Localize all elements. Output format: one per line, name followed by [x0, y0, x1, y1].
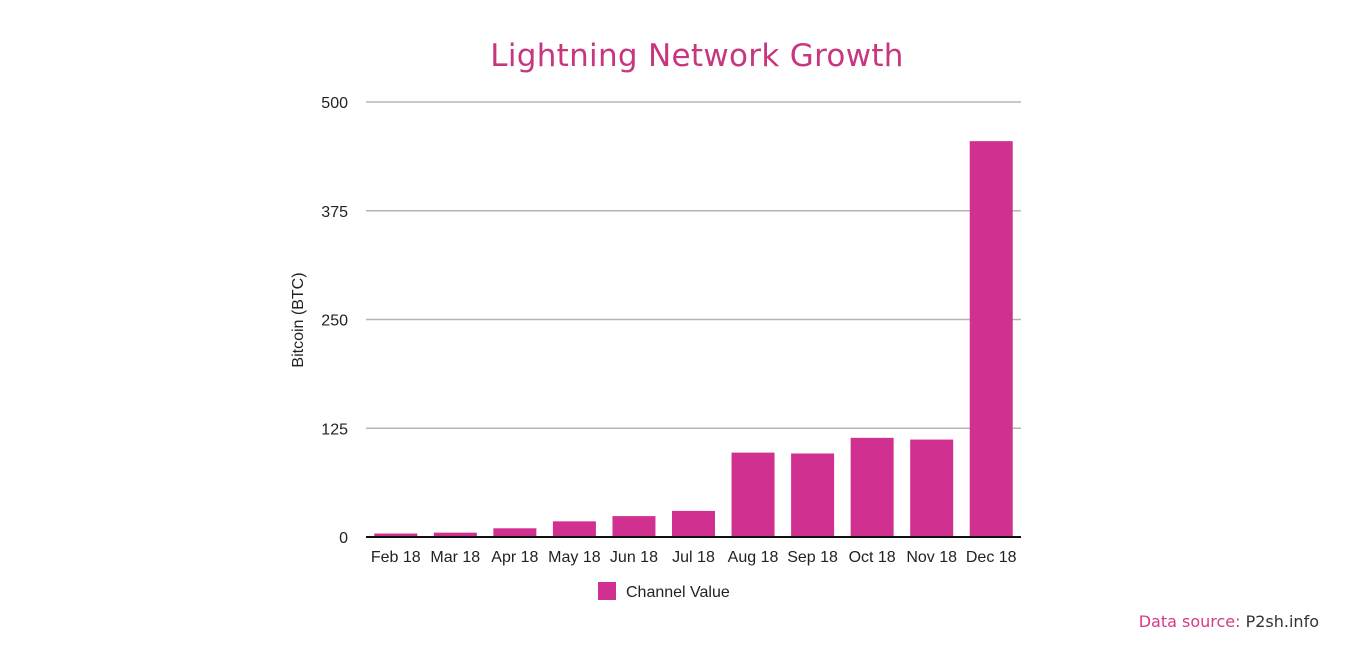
- data-source-label: Data source:: [1138, 612, 1241, 631]
- y-tick-label: 250: [321, 313, 348, 330]
- x-tick-label: Jun 18: [610, 549, 658, 566]
- bar: [850, 437, 894, 537]
- bar: [493, 528, 537, 537]
- bar: [612, 516, 656, 537]
- x-tick-label: Jul 18: [672, 549, 715, 566]
- y-tick-label: 125: [321, 421, 348, 438]
- y-axis-label: Bitcoin (BTC): [290, 272, 307, 367]
- x-tick-label: Mar 18: [430, 549, 480, 566]
- x-tick-label: Apr 18: [491, 549, 538, 566]
- bar: [433, 532, 477, 537]
- bar: [969, 141, 1013, 537]
- x-tick-label: Nov 18: [906, 549, 957, 566]
- x-tick-label: Feb 18: [371, 549, 421, 566]
- x-tick-label: May 18: [548, 549, 601, 566]
- y-tick-label: 0: [339, 530, 348, 547]
- legend-swatch: [598, 582, 616, 600]
- bar: [374, 533, 418, 537]
- bar: [791, 453, 835, 537]
- x-tick-label: Sep 18: [787, 549, 838, 566]
- y-tick-label: 375: [321, 204, 348, 221]
- bar: [552, 521, 596, 537]
- bar: [910, 439, 954, 537]
- data-source-value: P2sh.info: [1245, 612, 1319, 631]
- x-tick-label: Oct 18: [849, 549, 896, 566]
- data-source: Data source: P2sh.info: [1139, 612, 1319, 631]
- bar: [731, 452, 775, 537]
- y-tick-label: 500: [321, 95, 348, 112]
- x-tick-label: Dec 18: [966, 549, 1017, 566]
- chart-title: Lightning Network Growth: [490, 38, 904, 74]
- x-tick-label: Aug 18: [728, 549, 779, 566]
- legend-label: Channel Value: [626, 584, 730, 601]
- bar: [672, 510, 715, 537]
